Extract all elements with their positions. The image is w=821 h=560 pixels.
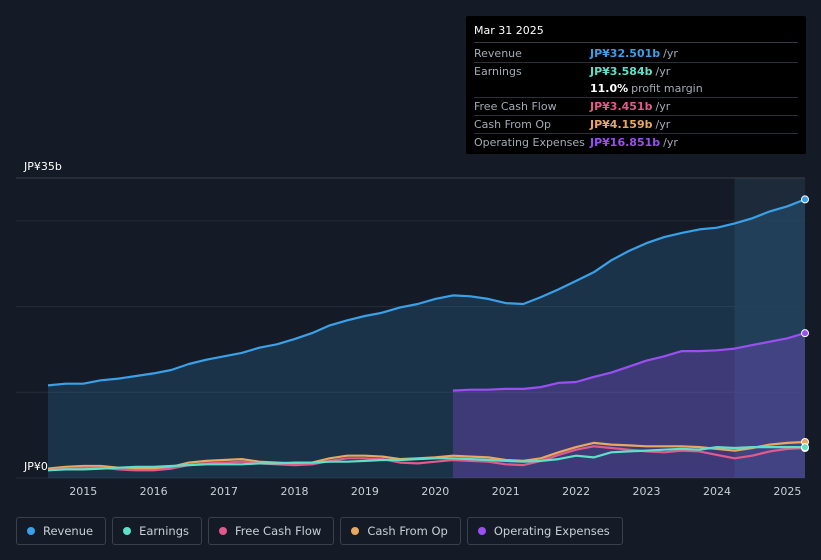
- tooltip-value: JP¥4.159b: [590, 118, 653, 131]
- y-axis-top-label: JP¥35b: [24, 160, 62, 173]
- revenue-end-dot: [801, 195, 809, 204]
- x-tick-label: 2024: [703, 485, 731, 498]
- free-cash-flow-line: [47, 445, 806, 472]
- tooltip-value: JP¥3.451b: [590, 100, 653, 113]
- tooltip-unit: /yr: [663, 136, 678, 149]
- tooltip-unit: profit margin: [631, 82, 703, 95]
- tooltip-label: Free Cash Flow: [474, 100, 557, 113]
- legend-label: Cash From Op: [367, 524, 448, 538]
- tooltip-value: JP¥16.851b: [590, 136, 661, 149]
- tooltip-value: JP¥3.584b: [590, 65, 653, 78]
- tooltip-row-cash-from-op: Cash From Op JP¥4.159b /yr: [474, 116, 798, 134]
- tooltip-unit: /yr: [655, 65, 671, 78]
- operating-expenses-area: [452, 333, 805, 478]
- x-tick-label: 2022: [562, 485, 590, 498]
- legend-dot-icon: [27, 527, 35, 535]
- tooltip-label: Earnings: [474, 65, 522, 78]
- tooltip-label: Operating Expenses: [474, 136, 585, 149]
- legend-item-operating-expenses[interactable]: Operating Expenses: [466, 517, 623, 545]
- legend: Revenue Earnings Free Cash Flow Cash Fro…: [16, 517, 623, 545]
- legend-dot-icon: [351, 527, 360, 535]
- legend-label: Free Cash Flow: [235, 524, 322, 538]
- operating-expenses-line: [452, 332, 806, 392]
- legend-item-revenue[interactable]: Revenue: [16, 517, 107, 545]
- legend-dot-icon: [477, 527, 486, 535]
- tooltip-row-free-cash-flow: Free Cash Flow JP¥3.451b /yr: [474, 98, 798, 116]
- legend-item-free-cash-flow[interactable]: Free Cash Flow: [208, 517, 335, 545]
- tooltip-row-revenue: Revenue JP¥32.501b /yr: [474, 45, 798, 63]
- legend-item-cash-from-op[interactable]: Cash From Op: [340, 517, 461, 545]
- tooltip-row-operating-expenses: Operating Expenses JP¥16.851b /yr: [474, 134, 798, 151]
- x-tick-label: 2023: [633, 485, 661, 498]
- legend-label: Revenue: [43, 524, 94, 538]
- x-tick-label: 2016: [140, 485, 168, 498]
- tooltip-label: Revenue: [474, 47, 522, 60]
- tooltip-value: JP¥32.501b: [590, 47, 661, 60]
- legend-label: Operating Expenses: [493, 524, 610, 538]
- x-tick-label: 2019: [351, 485, 379, 498]
- legend-item-earnings[interactable]: Earnings: [112, 517, 202, 545]
- tooltip-unit: /yr: [663, 47, 678, 60]
- tooltip-label: [474, 80, 590, 97]
- tooltip-value: 11.0%: [590, 82, 629, 95]
- tooltip-date: Mar 31 2025: [474, 22, 798, 43]
- earnings-line: [47, 446, 805, 472]
- earnings-end-dot: [801, 443, 809, 452]
- legend-dot-icon: [219, 527, 227, 535]
- tooltip-row-earnings: Earnings JP¥3.584b /yr: [474, 63, 798, 80]
- legend-label: Earnings: [139, 524, 189, 538]
- x-tick-label: 2025: [773, 485, 801, 498]
- x-tick-label: 2020: [421, 485, 449, 498]
- tooltip-label: Cash From Op: [474, 118, 552, 131]
- x-tick-label: 2015: [69, 485, 97, 498]
- y-axis-bottom-label: JP¥0: [24, 460, 48, 473]
- highlight-band: [734, 178, 805, 478]
- revenue-area: [48, 199, 805, 478]
- tooltip-panel: Mar 31 2025 Revenue JP¥32.501b /yr Earni…: [466, 16, 806, 154]
- chart-area: 2015 2016 2017 2018 2019 2020 2021 2022 2023 2024…: [16, 177, 809, 498]
- tooltip-unit: /yr: [655, 118, 671, 131]
- tooltip-unit: /yr: [655, 100, 671, 113]
- x-tick-label: 2021: [492, 485, 520, 498]
- x-tick-label: 2018: [280, 485, 308, 498]
- revenue-line: [47, 198, 806, 387]
- legend-dot-icon: [123, 527, 132, 535]
- tooltip-row-profit-margin: 11.0% profit margin: [474, 80, 798, 98]
- x-tick-label: 2017: [210, 485, 238, 498]
- operating-expenses-end-dot: [801, 329, 809, 338]
